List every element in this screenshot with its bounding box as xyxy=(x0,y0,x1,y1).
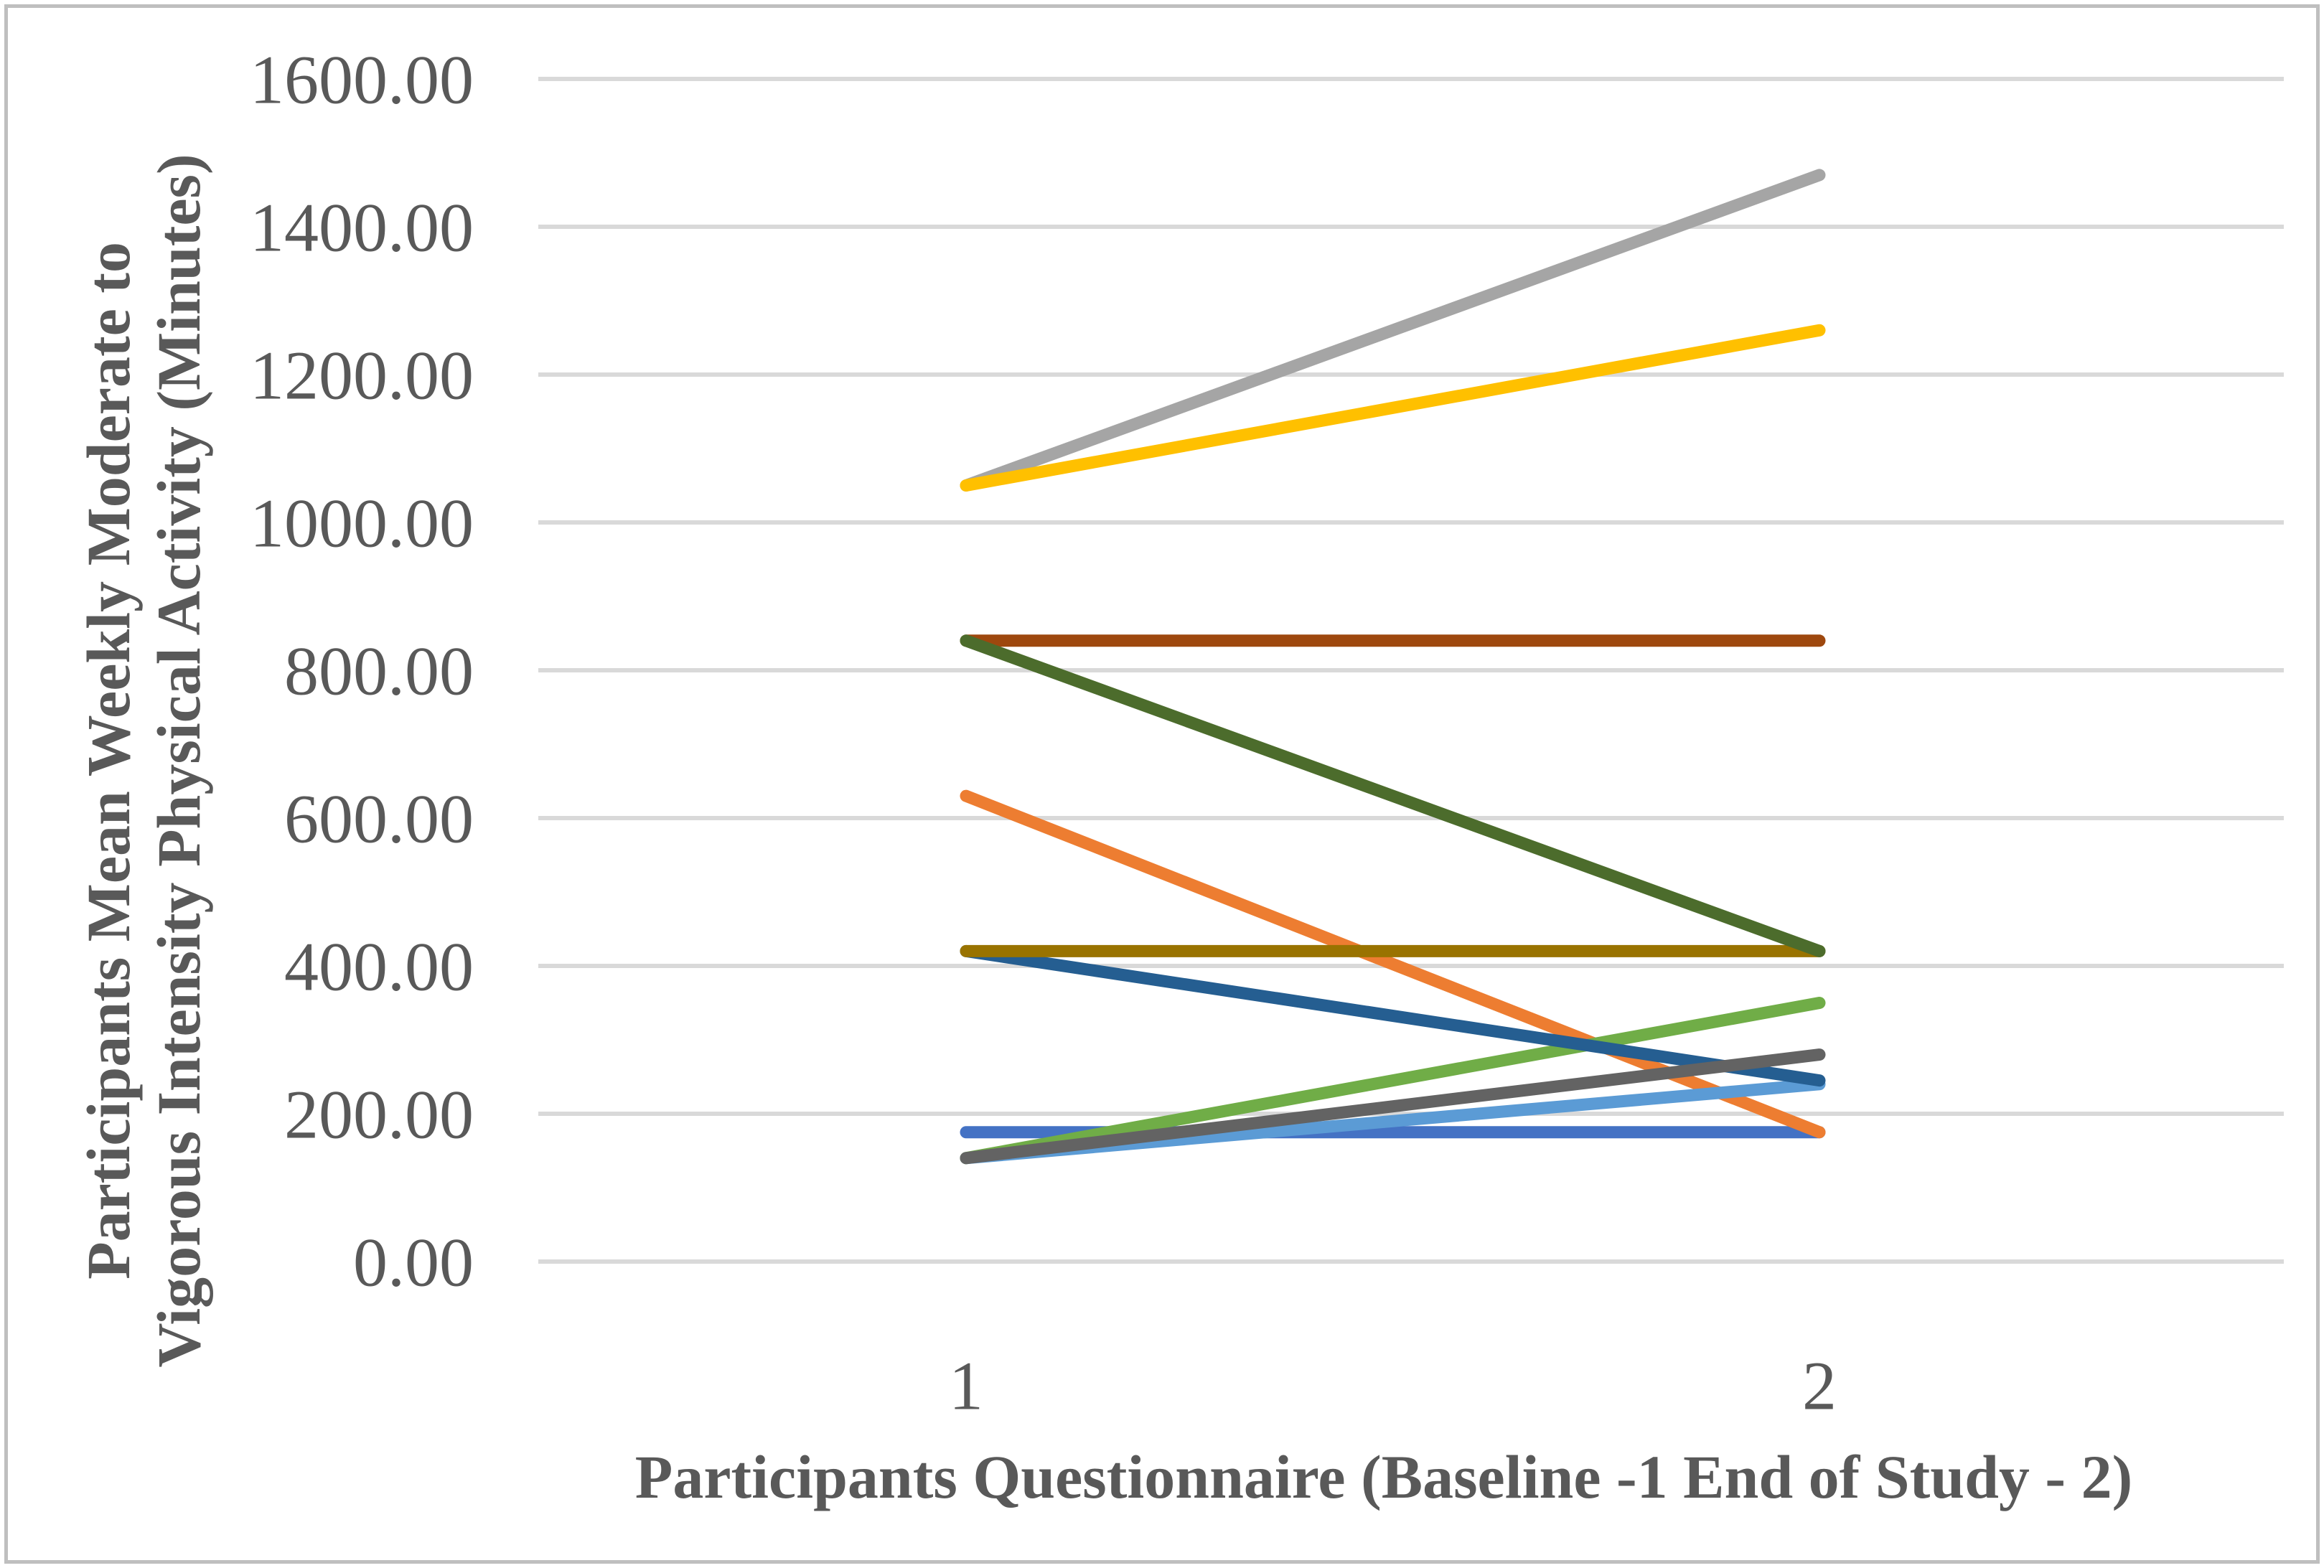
y-axis-title-line-1: Participants Mean Weekly Moderate to xyxy=(74,242,143,1280)
series-line-participant-dark-green xyxy=(960,634,1826,957)
x-tick-label: 2 xyxy=(1802,1348,1837,1424)
series-line-participant-gold xyxy=(960,324,1826,492)
x-tick-label: 1 xyxy=(949,1348,983,1424)
y-tick-label: 400.00 xyxy=(284,929,474,1005)
y-tick-label: 0.00 xyxy=(353,1224,474,1301)
series-line-participant-green xyxy=(960,997,1826,1165)
y-axis-title-line-2: Vigorous Intensity Physical Activity (Mi… xyxy=(144,154,213,1367)
y-tick-label: 1000.00 xyxy=(250,485,474,562)
series-line-participant-dark-gray xyxy=(960,1048,1826,1165)
series-line-group xyxy=(960,169,1826,1165)
x-axis-title: Participants Questionnaire (Baseline -1 … xyxy=(635,1442,2132,1511)
series-line-participant-gray xyxy=(960,169,1826,492)
y-tick-label: 1600.00 xyxy=(250,42,474,118)
y-tick-label: 1400.00 xyxy=(250,189,474,266)
gridline-group xyxy=(538,77,2284,1264)
y-tick-label: 200.00 xyxy=(284,1076,474,1153)
y-axis-tick-labels: 0.00 200.00 400.00 600.00 800.00 1000.00 1200.… xyxy=(250,42,474,1301)
y-tick-label: 600.00 xyxy=(284,781,474,858)
series-line-participant-navy xyxy=(960,944,1826,1087)
y-tick-label: 1200.00 xyxy=(250,337,474,414)
y-tick-label: 800.00 xyxy=(284,633,474,710)
